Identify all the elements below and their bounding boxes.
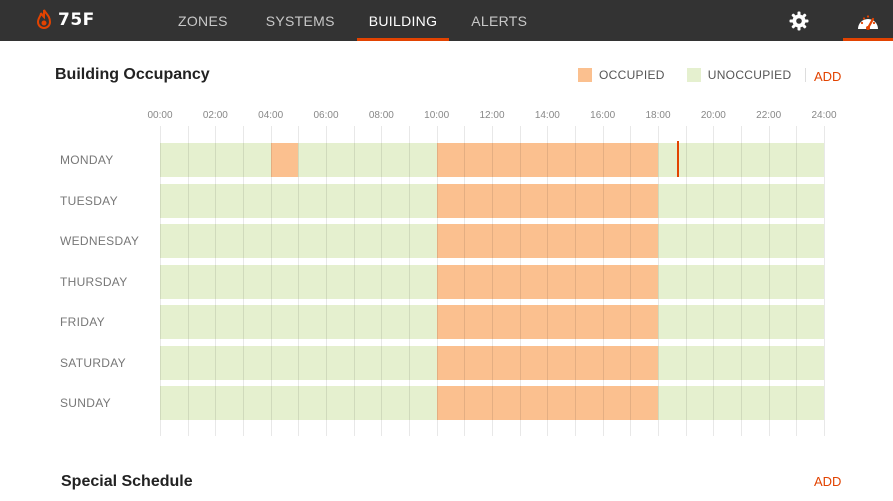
occupancy-legend: OCCUPIED UNOCCUPIED	[578, 68, 807, 82]
settings-button[interactable]	[780, 0, 818, 41]
special-schedule-title: Special Schedule	[61, 473, 193, 490]
occupied-block[interactable]	[436, 305, 658, 339]
hour-tick-label: 10:00	[424, 110, 450, 121]
day-label: TUESDAY	[60, 193, 118, 208]
tab-systems[interactable]: SYSTEMS	[265, 13, 335, 29]
hour-gridline	[824, 126, 825, 436]
occupied-swatch	[578, 68, 592, 82]
add-special-schedule-button[interactable]: ADD	[814, 474, 842, 489]
day-label: SATURDAY	[60, 355, 126, 370]
day-label: MONDAY	[60, 153, 114, 167]
unoccupied-swatch	[686, 68, 701, 82]
legend-occupied-label: OCCUPIED	[599, 68, 665, 82]
day-label: SUNDAY	[60, 396, 111, 410]
hour-tick-label: 00:00	[147, 110, 173, 121]
hour-tick-label: 16:00	[590, 110, 616, 121]
occupied-block[interactable]	[270, 143, 299, 177]
logo-text: 75F	[58, 10, 95, 30]
flame-logo-icon	[36, 9, 52, 29]
day-label: THURSDAY	[60, 274, 128, 289]
hour-tick-label: 04:00	[258, 110, 284, 121]
day-label: WEDNESDAY	[60, 234, 140, 248]
building-occupancy-title: Building Occupancy	[55, 66, 210, 83]
hour-tick-label: 14:00	[534, 110, 560, 121]
gear-icon	[789, 11, 809, 30]
gauge-icon	[858, 14, 878, 30]
occupied-block[interactable]	[436, 386, 658, 420]
legend-divider	[805, 68, 807, 82]
tab-building[interactable]: BUILDING	[356, 0, 450, 41]
app-logo[interactable]: 75F	[34, 9, 95, 31]
legend-unoccupied-label: UNOCCUPIED	[707, 68, 792, 82]
day-label: FRIDAY	[60, 315, 105, 329]
tab-zones[interactable]: ZONES	[178, 13, 228, 29]
top-navigation-bar: 75F ZONES SYSTEMS BUILDING ALERTS	[0, 0, 893, 41]
hour-tick-label: 02:00	[202, 110, 228, 121]
occupied-block[interactable]	[436, 264, 658, 299]
dashboard-button[interactable]	[843, 0, 893, 41]
hour-tick-label: 06:00	[313, 110, 339, 121]
occupied-block[interactable]	[436, 224, 658, 258]
hour-tick-label: 18:00	[645, 110, 671, 121]
hour-tick-label: 20:00	[700, 110, 726, 121]
occupied-block[interactable]	[436, 143, 658, 177]
hour-tick-label: 22:00	[756, 110, 782, 121]
occupied-block[interactable]	[436, 345, 658, 380]
tab-alerts[interactable]: ALERTS	[471, 13, 528, 29]
hour-tick-label: 12:00	[479, 110, 505, 121]
hour-tick-label: 08:00	[368, 110, 394, 121]
occupied-block[interactable]	[436, 183, 658, 218]
hour-tick-label: 24:00	[811, 110, 837, 121]
main-nav: ZONES SYSTEMS BUILDING ALERTS	[166, 0, 539, 41]
add-occupancy-button[interactable]: ADD	[814, 69, 842, 84]
